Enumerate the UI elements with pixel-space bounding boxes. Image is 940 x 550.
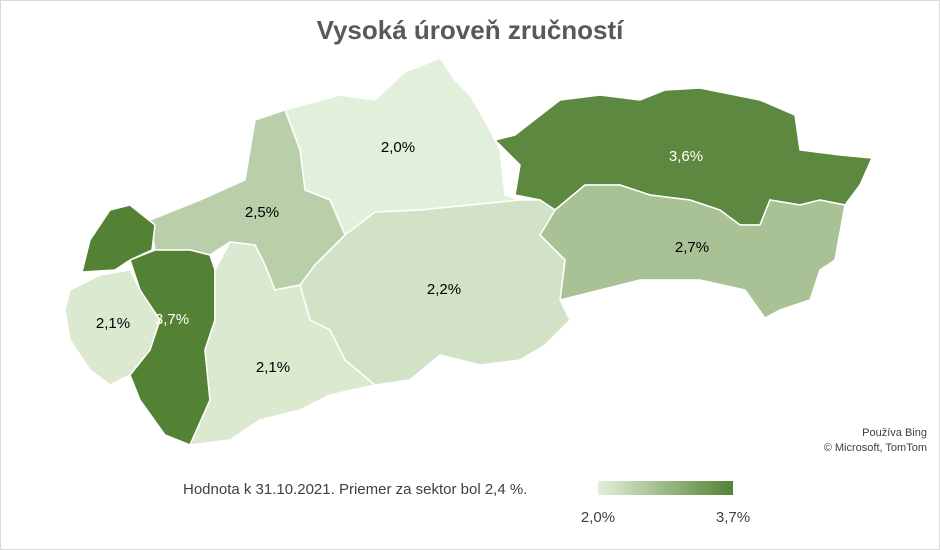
region (188, 241, 377, 446)
legend-gradient (598, 481, 733, 495)
region (81, 204, 156, 273)
legend-min-label: 2,0% (581, 509, 615, 526)
region (539, 184, 846, 319)
region-label: 2,1% (256, 359, 290, 376)
chart-title: Vysoká úroveň zručností (317, 15, 625, 45)
region-label: 2,7% (675, 239, 709, 256)
region-label: 2,5% (245, 204, 279, 221)
legend-max-label: 3,7% (716, 509, 750, 526)
region-label: 3,7% (155, 311, 189, 328)
attribution: Používa Bing (862, 427, 927, 439)
region-labels: 2,0% 3,6% 2,5% 2,7% 2,2% 2,1% 3,7% 2,1% (96, 139, 709, 376)
region-label: 2,0% (381, 139, 415, 156)
regions (64, 57, 874, 446)
attribution: © Microsoft, TomTom (824, 442, 927, 454)
region-label: 2,1% (96, 315, 130, 332)
note: Hodnota k 31.10.2021. Priemer za sektor … (183, 481, 527, 498)
region-label: 3,6% (669, 148, 703, 165)
region-label: 2,2% (427, 281, 461, 298)
